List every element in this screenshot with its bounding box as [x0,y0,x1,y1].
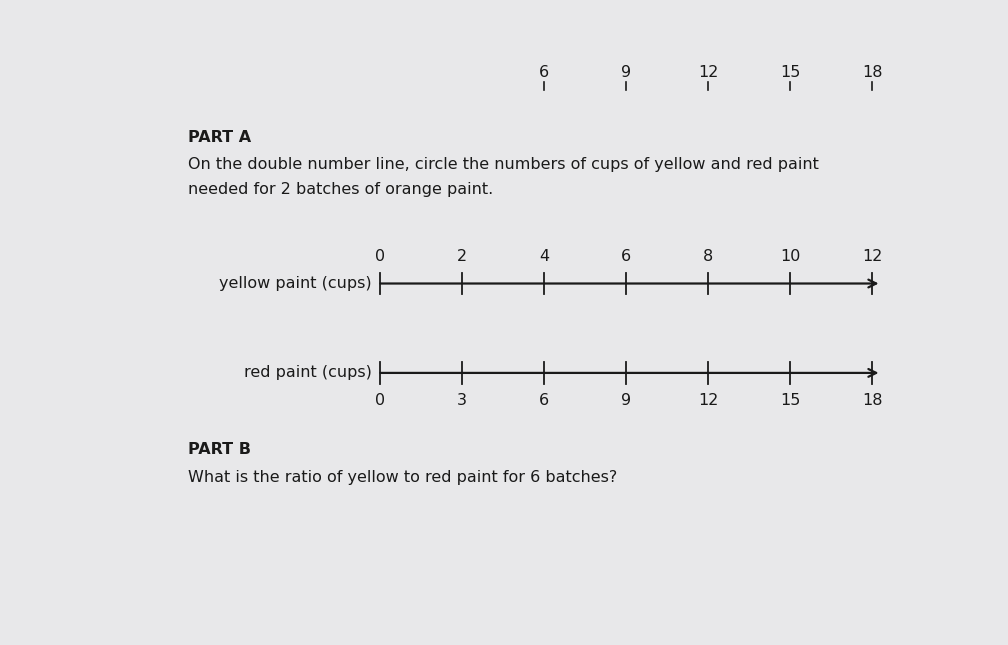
Text: 6: 6 [621,248,631,264]
Text: 4: 4 [539,248,549,264]
Text: 0: 0 [375,248,385,264]
Text: 3: 3 [457,393,467,408]
Text: 9: 9 [621,393,631,408]
Text: 6: 6 [539,393,549,408]
Text: yellow paint (cups): yellow paint (cups) [220,276,372,291]
Text: 12: 12 [862,248,882,264]
Text: needed for 2 batches of orange paint.: needed for 2 batches of orange paint. [188,182,494,197]
Text: 12: 12 [698,65,718,81]
Text: On the double number line, circle the numbers of cups of yellow and red paint: On the double number line, circle the nu… [188,157,820,172]
Text: 18: 18 [862,393,882,408]
Text: 0: 0 [375,393,385,408]
Text: 8: 8 [703,248,713,264]
Text: 12: 12 [698,393,718,408]
Text: 15: 15 [780,65,800,81]
Text: PART B: PART B [188,442,252,457]
Text: 10: 10 [780,248,800,264]
Text: 15: 15 [780,393,800,408]
Text: 18: 18 [862,65,882,81]
Text: red paint (cups): red paint (cups) [244,366,372,381]
Text: What is the ratio of yellow to red paint for 6 batches?: What is the ratio of yellow to red paint… [188,470,618,485]
Text: 6: 6 [539,65,549,81]
Text: PART A: PART A [188,130,252,144]
Text: 2: 2 [457,248,467,264]
Text: 9: 9 [621,65,631,81]
